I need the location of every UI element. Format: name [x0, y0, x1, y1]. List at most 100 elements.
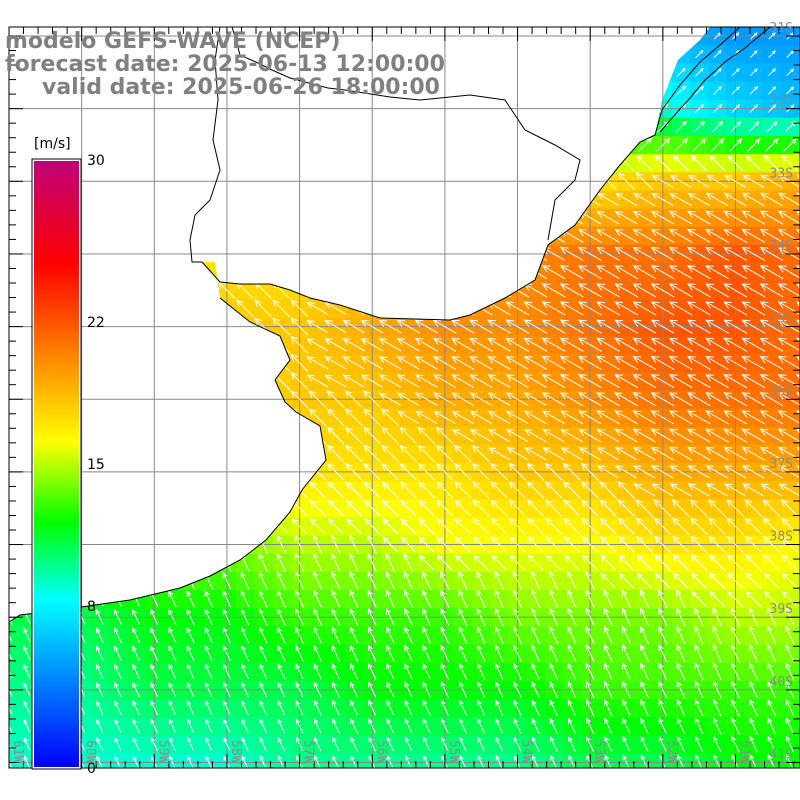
wind-arrow	[472, 499, 490, 517]
grid-cell	[490, 81, 510, 101]
grid-cell	[254, 499, 273, 518]
wind-arrow	[399, 444, 418, 463]
wind-arrow	[491, 554, 508, 571]
wind-arrow	[400, 499, 417, 517]
wind-arrow	[749, 717, 758, 735]
wind-arrow	[633, 483, 656, 497]
wind-arrow	[363, 444, 381, 463]
wind-arrow	[578, 410, 602, 425]
wind-arrow	[549, 49, 559, 59]
wind-arrow	[259, 681, 268, 698]
wind-arrow	[308, 444, 327, 463]
wind-arrow	[204, 681, 213, 698]
wind-arrow	[742, 483, 765, 497]
wind-arrow	[759, 392, 784, 407]
wind-arrow	[614, 337, 639, 352]
grid-cell	[272, 117, 292, 137]
wind-arrow	[508, 481, 527, 499]
wind-arrow	[745, 155, 762, 171]
wind-arrow	[650, 355, 675, 370]
grid-cell	[399, 136, 419, 155]
wind-arrow	[381, 190, 399, 208]
wind-arrow	[451, 229, 474, 243]
grid-cell	[163, 372, 183, 391]
wind-arrow	[459, 49, 468, 59]
wind-arrow	[163, 426, 181, 444]
wind-arrow	[604, 699, 613, 717]
wind-arrow	[127, 281, 145, 299]
wind-arrow	[741, 228, 766, 243]
wind-arrow	[749, 699, 758, 717]
wind-arrow	[712, 625, 722, 645]
wind-arrow	[668, 410, 693, 425]
forecast-date: forecast date: 2025-06-13 12:00:00	[5, 52, 445, 77]
wind-arrow	[454, 536, 471, 553]
wind-arrow	[386, 681, 395, 698]
wind-arrow	[415, 392, 438, 406]
wind-arrow	[723, 210, 748, 225]
grid-cell	[163, 208, 183, 228]
uruguay-brazil-border	[231, 26, 581, 241]
wind-arrow	[694, 662, 704, 681]
wind-arrow	[596, 210, 620, 225]
wind-arrow	[199, 408, 218, 426]
wind-arrow	[487, 356, 511, 370]
wind-arrow	[399, 190, 417, 208]
wind-arrow	[290, 335, 309, 354]
wind-arrow	[671, 517, 690, 535]
wind-arrow	[367, 552, 377, 572]
grid-cell	[272, 753, 292, 768]
wind-arrow	[404, 681, 413, 698]
wind-arrow	[614, 355, 639, 370]
wind-arrow	[567, 680, 577, 699]
wind-arrow	[687, 483, 710, 497]
wind-arrow	[530, 120, 542, 133]
wind-arrow	[23, 590, 32, 607]
wind-arrow	[487, 229, 511, 243]
wind-arrow	[632, 446, 656, 461]
wind-arrow	[236, 372, 254, 390]
grid-cell	[90, 553, 110, 573]
wind-arrow	[91, 354, 108, 372]
grid-cell	[345, 136, 364, 155]
wind-arrow	[127, 445, 145, 462]
wind-arrow	[326, 390, 345, 409]
wind-arrow	[324, 338, 347, 352]
wind-arrow	[200, 209, 217, 226]
wind-arrow	[524, 211, 547, 225]
wind-arrow	[254, 499, 272, 517]
grid-cell	[36, 117, 55, 137]
wind-arrow	[617, 480, 636, 499]
wind-arrow	[476, 153, 486, 173]
wind-arrow	[686, 283, 711, 298]
grid-cell	[199, 226, 219, 246]
wind-arrow	[422, 644, 431, 662]
grid-cell	[635, 753, 655, 768]
wind-arrow	[487, 265, 511, 280]
wind-arrow	[531, 67, 541, 77]
grid-cell	[417, 299, 437, 319]
wind-arrow	[531, 681, 540, 698]
wind-arrow	[132, 627, 141, 644]
wind-arrow	[432, 356, 457, 370]
lat-label: 31S	[770, 21, 793, 36]
wind-arrow	[676, 699, 686, 717]
wind-arrow	[658, 699, 667, 717]
wind-arrow	[777, 210, 800, 225]
wind-arrow	[450, 319, 475, 334]
wind-arrow	[181, 281, 199, 299]
wind-arrow	[549, 153, 559, 173]
wind-arrow	[91, 263, 108, 281]
wind-arrow	[658, 662, 668, 681]
wind-arrow	[531, 85, 541, 96]
wind-arrow	[547, 137, 561, 152]
wind-arrow	[581, 517, 599, 535]
wind-arrow	[741, 410, 766, 425]
wind-arrow	[440, 644, 450, 662]
wind-arrow	[240, 608, 250, 626]
wind-arrow	[368, 681, 377, 698]
grid-cell	[236, 481, 255, 500]
wind-arrow	[327, 499, 344, 517]
wind-arrow	[272, 444, 290, 463]
wind-arrow	[222, 590, 232, 608]
